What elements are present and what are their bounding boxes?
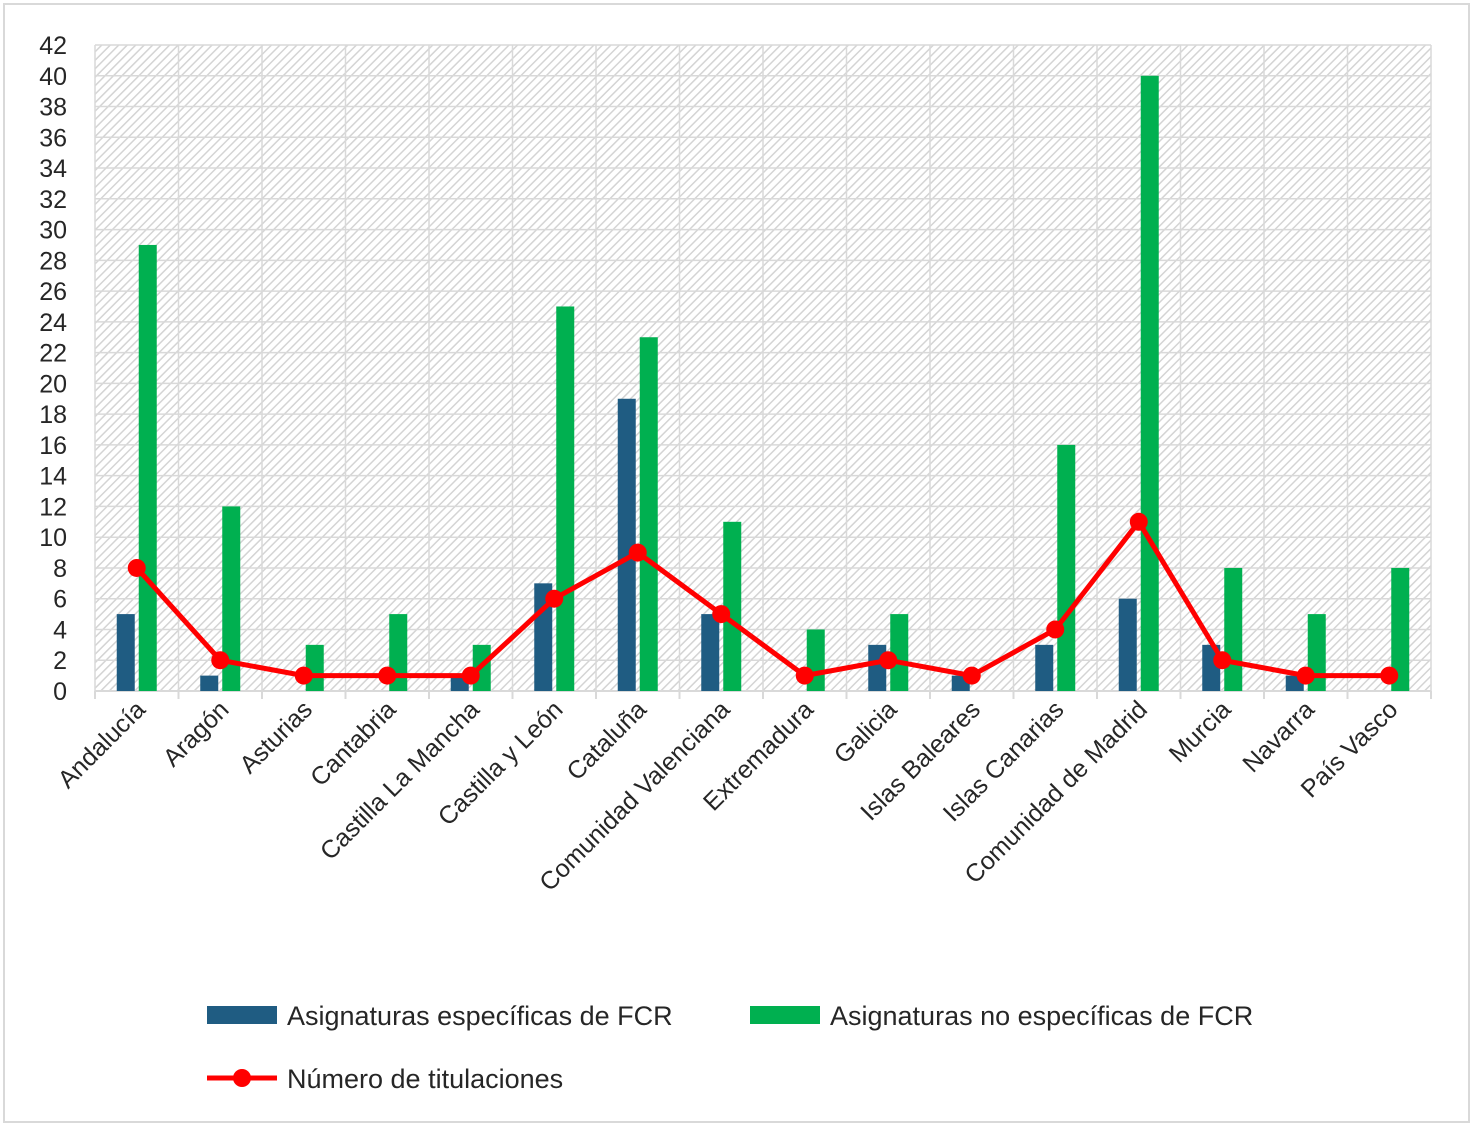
y-tick-label: 6	[53, 586, 67, 614]
data-point	[127, 558, 146, 577]
data-point	[1380, 666, 1399, 685]
y-tick-label: 24	[39, 309, 67, 337]
y-tick-label: 38	[39, 94, 67, 122]
x-tick-label: Navarra	[1237, 695, 1320, 778]
y-tick-label: 4	[53, 616, 67, 644]
data-point	[1046, 620, 1065, 639]
bar	[305, 644, 324, 691]
y-tick-label: 0	[53, 678, 67, 706]
y-tick-label: 40	[39, 63, 67, 91]
y-tick-label: 30	[39, 217, 67, 245]
bar	[556, 306, 575, 691]
y-tick-label: 22	[39, 340, 67, 368]
x-tick-label: Murcia	[1164, 695, 1237, 768]
bar	[116, 614, 135, 691]
chart-frame: 0 2 4 6 8 10 12 14 16 18 20 22 24 26 28 30 32 34 36 38 40 42 …	[3, 3, 1470, 1123]
bar	[1118, 598, 1137, 691]
legend-label: Asignaturas específicas de FCR	[287, 1001, 673, 1031]
legend-swatch	[750, 1006, 820, 1024]
legend-swatch-marker	[233, 1069, 251, 1087]
x-tick-label: Asturias	[234, 695, 318, 779]
y-tick-label: 36	[39, 124, 67, 152]
y-tick-label: 28	[39, 247, 67, 275]
y-tick-label: 26	[39, 278, 67, 306]
bar	[639, 337, 658, 691]
y-tick-label: 12	[39, 493, 67, 521]
y-tick-label: 2	[53, 647, 67, 675]
bar	[701, 614, 720, 691]
bar	[868, 644, 887, 691]
bar	[1224, 567, 1243, 691]
data-point	[1213, 651, 1232, 670]
data-point	[795, 666, 814, 685]
x-tick-label: Andalucía	[53, 695, 151, 793]
data-point	[962, 666, 981, 685]
data-point	[545, 589, 564, 608]
data-point	[1129, 512, 1148, 531]
x-tick-label: Aragón	[158, 695, 235, 772]
bar	[723, 521, 742, 691]
data-point	[628, 543, 647, 562]
bar	[890, 614, 909, 691]
y-tick-label: 32	[39, 186, 67, 214]
legend-label: Número de titulaciones	[287, 1064, 563, 1094]
y-tick-label: 20	[39, 370, 67, 398]
legend-label: Asignaturas no específicas de FCR	[830, 1001, 1253, 1031]
data-point	[294, 666, 313, 685]
bar	[200, 675, 219, 691]
legend-swatch	[207, 1006, 277, 1024]
bar	[138, 244, 157, 691]
bar	[1035, 644, 1054, 691]
bar	[222, 506, 241, 691]
series-line	[134, 519, 1390, 679]
bar	[617, 398, 636, 691]
bar	[1057, 444, 1076, 691]
y-tick-label: 34	[39, 155, 67, 183]
data-point	[378, 666, 397, 685]
y-tick-label: 8	[53, 555, 67, 583]
y-tick-label: 10	[39, 524, 67, 552]
x-tick-label: Castilla La Mancha	[315, 695, 485, 865]
x-tick-label: Galicia	[829, 695, 903, 769]
data-point	[712, 605, 731, 624]
data-point	[879, 651, 898, 670]
bar	[1391, 567, 1410, 691]
y-tick-label: 16	[39, 432, 67, 460]
y-tick-label: 14	[39, 463, 67, 491]
data-point	[211, 651, 230, 670]
y-tick-label: 18	[39, 401, 67, 429]
data-point	[1296, 666, 1315, 685]
data-point	[461, 666, 480, 685]
y-tick-label: 42	[39, 32, 67, 60]
combo-chart: 024681012141618202224262830323436384042 …	[39, 32, 1432, 1094]
bar	[1140, 75, 1159, 691]
